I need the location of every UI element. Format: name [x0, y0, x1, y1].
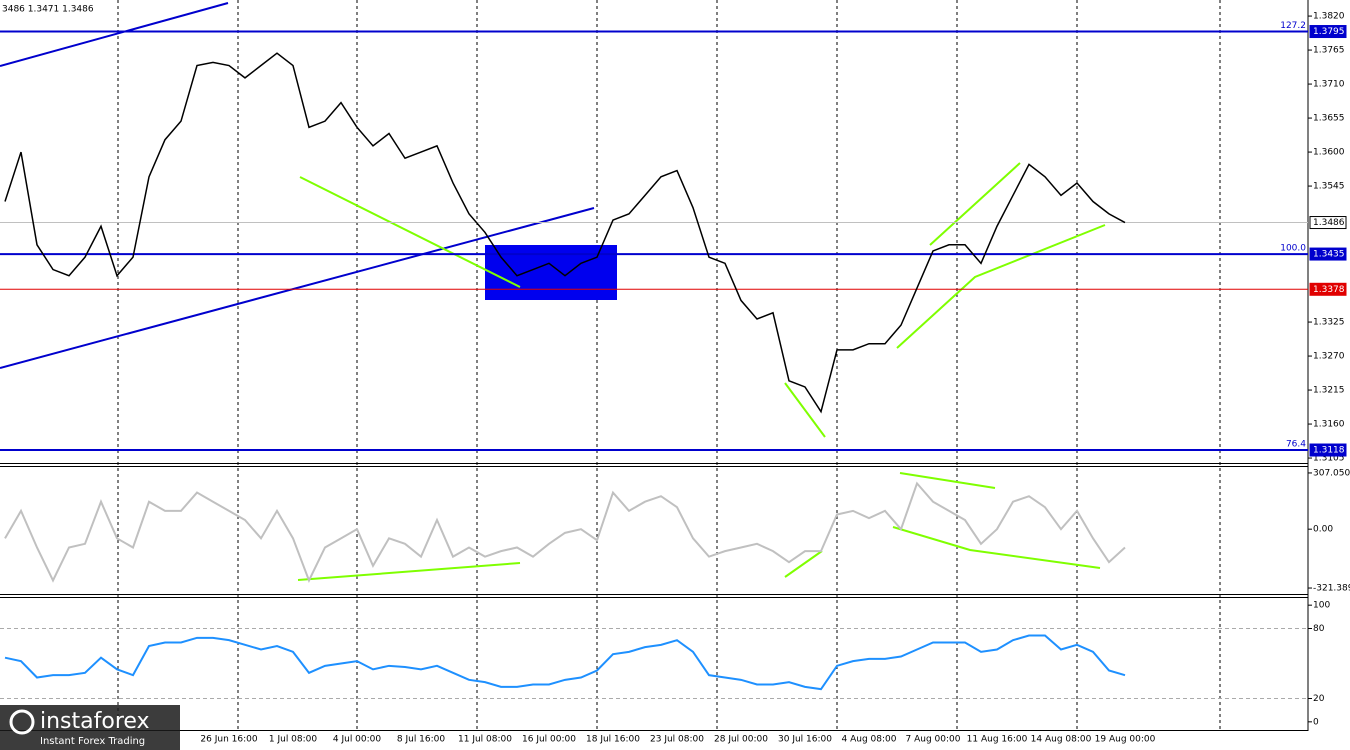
y-tick-label: 1.3655 — [1313, 114, 1345, 124]
y-tick-label: 100 — [1313, 601, 1330, 611]
y-tick-label: 1.3160 — [1313, 420, 1345, 430]
y-tick-label: -321.3899 — [1313, 584, 1350, 594]
y-tick-label: 307.0503 — [1313, 468, 1350, 478]
level-price-box — [1309, 216, 1347, 230]
series-line — [4, 52, 1126, 414]
logo-icon — [9, 709, 35, 735]
level-price-box — [1309, 282, 1347, 296]
header-quote: 3486 1.3471 1.3486 — [2, 5, 94, 15]
panel-borders — [0, 0, 1309, 731]
annotations — [0, 2, 1106, 581]
fibo-label: 100.0 — [1280, 244, 1306, 254]
y-tick-label: 1.3820 — [1313, 12, 1345, 22]
y-tick-label: 1.3270 — [1313, 352, 1345, 362]
y-tick-label: 1.3600 — [1313, 148, 1345, 158]
y-tick-label: 1.3105 — [1313, 454, 1345, 464]
x-tick-label: 23 Jul 08:00 — [650, 735, 704, 745]
series-line — [4, 634, 1126, 691]
series-line — [4, 481, 1126, 583]
x-tick-label: 26 Jun 16:00 — [200, 735, 257, 745]
level-price-box — [1309, 443, 1347, 457]
level-price-box — [1309, 247, 1347, 261]
x-tick-label: 8 Jul 16:00 — [397, 735, 446, 745]
y-tick-label: 1.3765 — [1313, 46, 1345, 56]
y-tick-label: 1.3215 — [1313, 386, 1345, 396]
x-tick-label: 7 Aug 00:00 — [906, 735, 961, 745]
x-tick-label: 14 Aug 08:00 — [1031, 735, 1092, 745]
x-tick-label: 4 Aug 08:00 — [842, 735, 897, 745]
x-tick-label: 11 Jul 08:00 — [458, 735, 512, 745]
x-tick-label: 16 Jul 00:00 — [522, 735, 576, 745]
y-tick-label: 0 — [1313, 717, 1319, 727]
y-tick-label: 1.3710 — [1313, 80, 1345, 90]
logo: instaforex Instant Forex Trading — [0, 705, 180, 750]
logo-brand: instaforex — [40, 709, 150, 734]
x-tick-label: 11 Aug 16:00 — [967, 735, 1028, 745]
time-separators — [117, 0, 1221, 731]
y-tick-label: 20 — [1313, 694, 1325, 704]
y-tick-label: 0.00 — [1313, 525, 1333, 535]
y-tick-label: 1.3545 — [1313, 182, 1345, 192]
fibo-label: 76.4 — [1286, 440, 1306, 450]
y-tick-label: 80 — [1313, 624, 1325, 634]
x-tick-label: 4 Jul 00:00 — [333, 735, 382, 745]
fibo-label: 127.2 — [1280, 21, 1306, 31]
x-tick-label: 18 Jul 16:00 — [586, 735, 640, 745]
level-price-label: 1.3795 — [1313, 27, 1345, 37]
level-price-label: 1.3118 — [1313, 446, 1345, 456]
level-price-label: 1.3378 — [1313, 285, 1345, 295]
level-price-label: 1.3486 — [1313, 218, 1345, 228]
x-tick-label: 19 Aug 00:00 — [1095, 735, 1156, 745]
x-tick-label: 30 Jul 16:00 — [778, 735, 832, 745]
x-tick-label: 1 Jul 08:00 — [269, 735, 318, 745]
level-price-box — [1309, 25, 1347, 39]
x-tick-label: 28 Jul 00:00 — [714, 735, 768, 745]
y-tick-label: 1.3325 — [1313, 318, 1345, 328]
level-price-label: 1.3435 — [1313, 250, 1345, 260]
logo-tagline: Instant Forex Trading — [40, 736, 145, 747]
